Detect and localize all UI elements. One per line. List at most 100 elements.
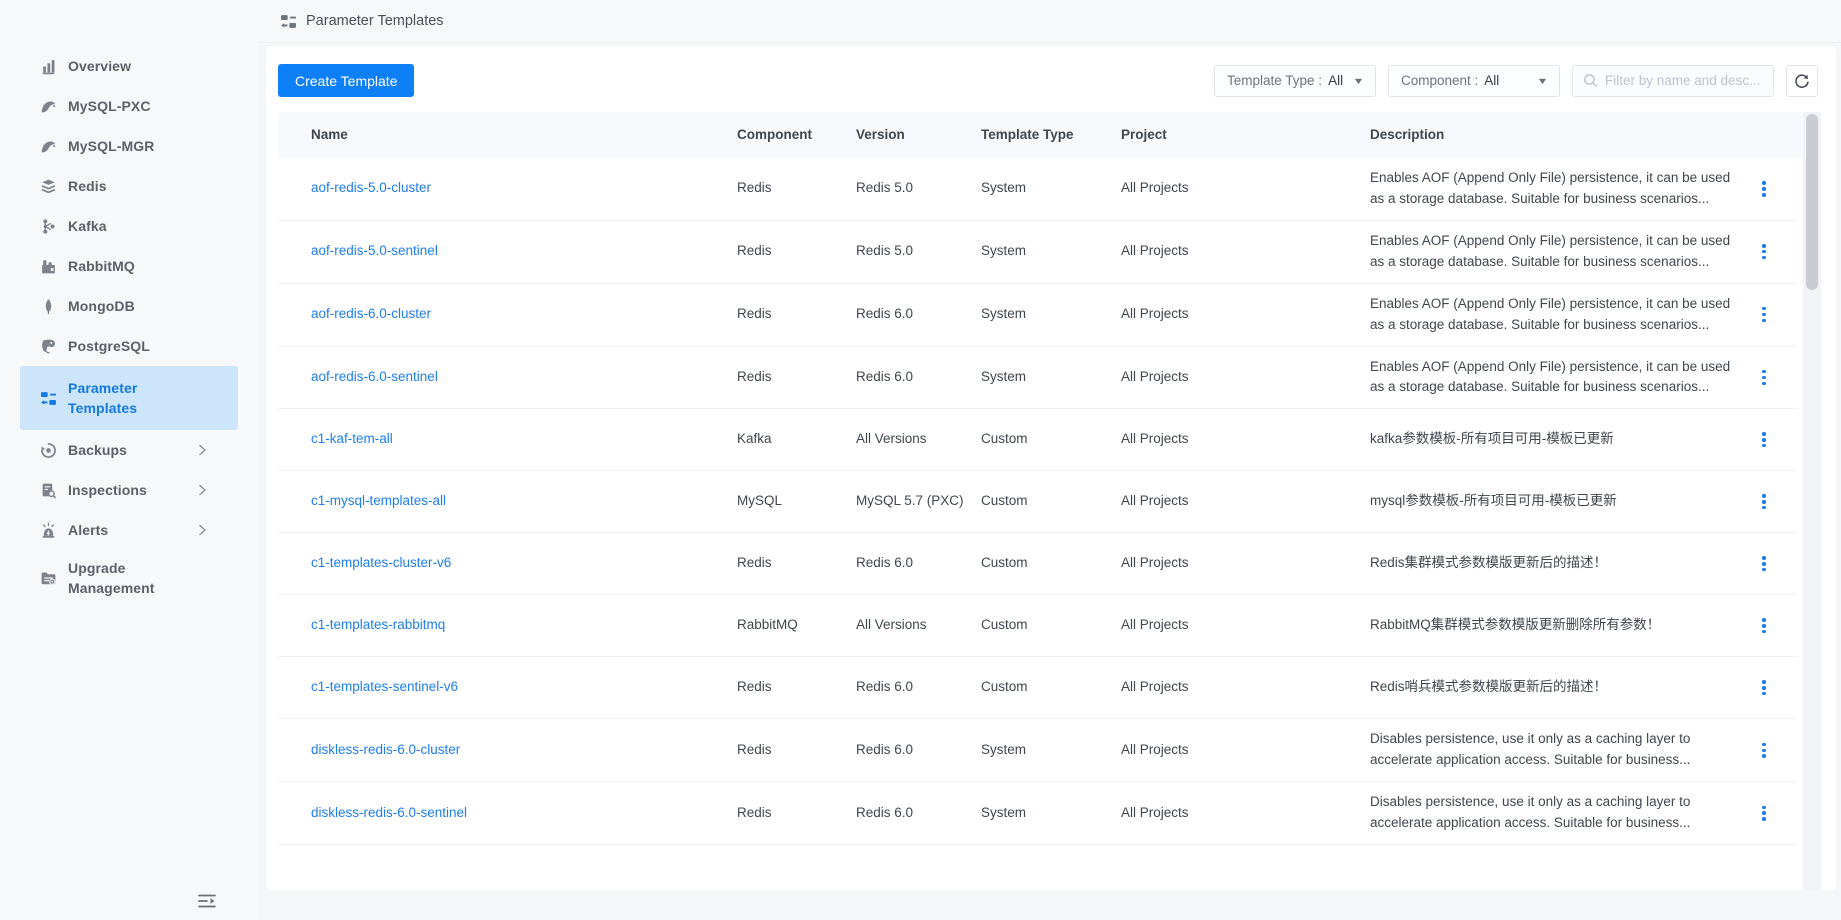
row-actions-menu-icon[interactable]: [1758, 240, 1769, 263]
row-actions-menu-icon[interactable]: [1758, 428, 1769, 451]
cell-description: Redis集群模式参数模版更新后的描述！: [1370, 555, 1608, 571]
sidebar-item-mongodb[interactable]: MongoDB: [0, 286, 258, 326]
row-actions-menu-icon[interactable]: [1758, 552, 1769, 575]
search-input[interactable]: [1605, 73, 1763, 88]
bar-chart-icon: [40, 58, 57, 75]
row-actions-menu-icon[interactable]: [1758, 676, 1769, 699]
cell-version: Redis 6.0: [856, 555, 914, 571]
sidebar-nav: Overview MySQL-PXC MySQL-MGR Redis Kafka Rabb…: [0, 0, 258, 606]
template-name-link[interactable]: diskless-redis-6.0-cluster: [311, 741, 461, 757]
cell-template-type: System: [981, 368, 1027, 384]
table-row: aof-redis-5.0-cluster Redis Redis 5.0 Syste…: [278, 158, 1797, 221]
cell-component: Kafka: [737, 431, 772, 447]
sidebar-item-kafka[interactable]: Kafka: [0, 206, 258, 246]
refresh-button[interactable]: [1786, 64, 1818, 97]
cell-component: Redis: [737, 555, 772, 571]
rabbitmq-icon: [40, 258, 57, 275]
row-actions-menu-icon[interactable]: [1758, 366, 1769, 389]
row-actions-menu-icon[interactable]: [1758, 739, 1769, 762]
sidebar-item-inspections[interactable]: Inspections: [0, 470, 258, 510]
cell-template-type: Custom: [981, 493, 1028, 509]
template-name-link[interactable]: aof-redis-6.0-cluster: [311, 306, 432, 322]
sidebar-item-upgrade-management[interactable]: Upgrade Management: [0, 550, 258, 606]
sidebar-item-backups[interactable]: Backups: [0, 430, 258, 470]
cell-description: Disables persistence, use it only as a c…: [1370, 794, 1691, 831]
sidebar-item-label: Inspections: [68, 481, 147, 498]
cell-version: All Versions: [856, 431, 927, 447]
table-row: c1-templates-cluster-v6 Redis Redis 6.0 Cus…: [278, 533, 1797, 596]
cell-component: Redis: [737, 306, 772, 322]
sidebar-item-label: Redis: [68, 177, 107, 194]
table-scrollbar-thumb[interactable]: [1806, 114, 1818, 290]
cell-project: All Projects: [1121, 493, 1189, 509]
sidebar-item-redis[interactable]: Redis: [0, 166, 258, 206]
chevron-down-icon: ▼: [1352, 75, 1365, 86]
cell-version: MySQL 5.7 (PXC): [856, 493, 964, 509]
table-scrollbar-track[interactable]: [1803, 112, 1821, 890]
upgrade-management-icon: [40, 570, 57, 587]
sidebar-item-parameter-templates[interactable]: Parameter Templates: [20, 366, 238, 430]
parameter-templates-icon: [40, 390, 57, 407]
sidebar-item-label: Overview: [68, 57, 132, 74]
search-box: [1572, 64, 1774, 97]
create-template-button[interactable]: Create Template: [278, 64, 415, 97]
column-header-name: Name: [311, 126, 348, 142]
component-filter[interactable]: Component : All ▼: [1388, 64, 1560, 97]
cell-project: All Projects: [1121, 368, 1189, 384]
cell-project: All Projects: [1121, 555, 1189, 571]
template-name-link[interactable]: c1-kaf-tem-all: [311, 431, 393, 447]
template-name-link[interactable]: diskless-redis-6.0-sentinel: [311, 804, 468, 820]
postgresql-icon: [40, 338, 57, 355]
template-name-link[interactable]: c1-templates-cluster-v6: [311, 555, 452, 571]
chevron-right-icon: [197, 524, 208, 536]
sidebar-item-rabbitmq[interactable]: RabbitMQ: [0, 246, 258, 286]
sidebar-item-mysql-pxc[interactable]: MySQL-PXC: [0, 86, 258, 126]
table-row: aof-redis-6.0-cluster Redis Redis 6.0 Syste…: [278, 283, 1797, 347]
row-actions-menu-icon[interactable]: [1758, 802, 1769, 825]
sidebar-item-postgresql[interactable]: PostgreSQL: [0, 326, 258, 366]
cell-description: mysql参数模板-所有项目可用-模板已更新: [1370, 493, 1617, 509]
sidebar-item-alerts[interactable]: Alerts: [0, 510, 258, 550]
template-type-filter-value: All: [1328, 73, 1344, 88]
row-actions-menu-icon[interactable]: [1758, 614, 1769, 637]
cell-template-type: Custom: [981, 679, 1028, 695]
row-actions-menu-icon[interactable]: [1758, 303, 1769, 326]
chevron-right-icon: [197, 484, 208, 496]
table-row: diskless-redis-6.0-sentinel Redis Redis 6.…: [278, 782, 1797, 846]
template-name-link[interactable]: c1-templates-rabbitmq: [311, 617, 446, 633]
row-actions-menu-icon[interactable]: [1758, 177, 1769, 200]
cell-project: All Projects: [1121, 243, 1189, 259]
table-row: aof-redis-6.0-sentinel Redis Redis 6.0 Syst…: [278, 346, 1797, 410]
cell-description: Redis哨兵模式参数模版更新后的描述！: [1370, 679, 1608, 695]
template-name-link[interactable]: c1-mysql-templates-all: [311, 493, 447, 509]
table-row: c1-templates-rabbitmq RabbitMQ All Version…: [278, 595, 1797, 658]
chevron-right-icon: [197, 444, 208, 456]
sidebar-item-label: Parameter Templates: [68, 379, 138, 416]
cell-version: Redis 6.0: [856, 306, 914, 322]
cell-version: Redis 5.0: [856, 243, 914, 259]
cell-component: Redis: [737, 368, 772, 384]
cell-template-type: System: [981, 741, 1027, 757]
cell-description: Disables persistence, use it only as a c…: [1370, 731, 1691, 768]
template-type-filter[interactable]: Template Type : All ▼: [1214, 64, 1376, 97]
parameter-templates-icon: [280, 13, 297, 30]
column-header-project: Project: [1121, 126, 1167, 142]
template-name-link[interactable]: c1-templates-sentinel-v6: [311, 679, 459, 695]
cell-component: Redis: [737, 180, 772, 196]
template-name-link[interactable]: aof-redis-5.0-cluster: [311, 180, 432, 196]
page-title: Parameter Templates: [306, 13, 444, 29]
cell-project: All Projects: [1121, 180, 1189, 196]
row-actions-menu-icon[interactable]: [1758, 490, 1769, 513]
content-card: Create Template Template Type : All ▼ Co…: [266, 46, 1836, 890]
template-name-link[interactable]: aof-redis-6.0-sentinel: [311, 368, 438, 384]
sidebar-collapse-button[interactable]: [196, 894, 218, 912]
refresh-icon: [1794, 73, 1810, 89]
sidebar-item-mysql-mgr[interactable]: MySQL-MGR: [0, 126, 258, 166]
cell-project: All Projects: [1121, 679, 1189, 695]
cell-project: All Projects: [1121, 306, 1189, 322]
sidebar-item-overview[interactable]: Overview: [0, 46, 258, 86]
breadcrumb-bar: Parameter Templates: [258, 0, 1841, 43]
cell-project: All Projects: [1121, 617, 1189, 633]
template-name-link[interactable]: aof-redis-5.0-sentinel: [311, 243, 438, 259]
cell-component: Redis: [737, 741, 772, 757]
